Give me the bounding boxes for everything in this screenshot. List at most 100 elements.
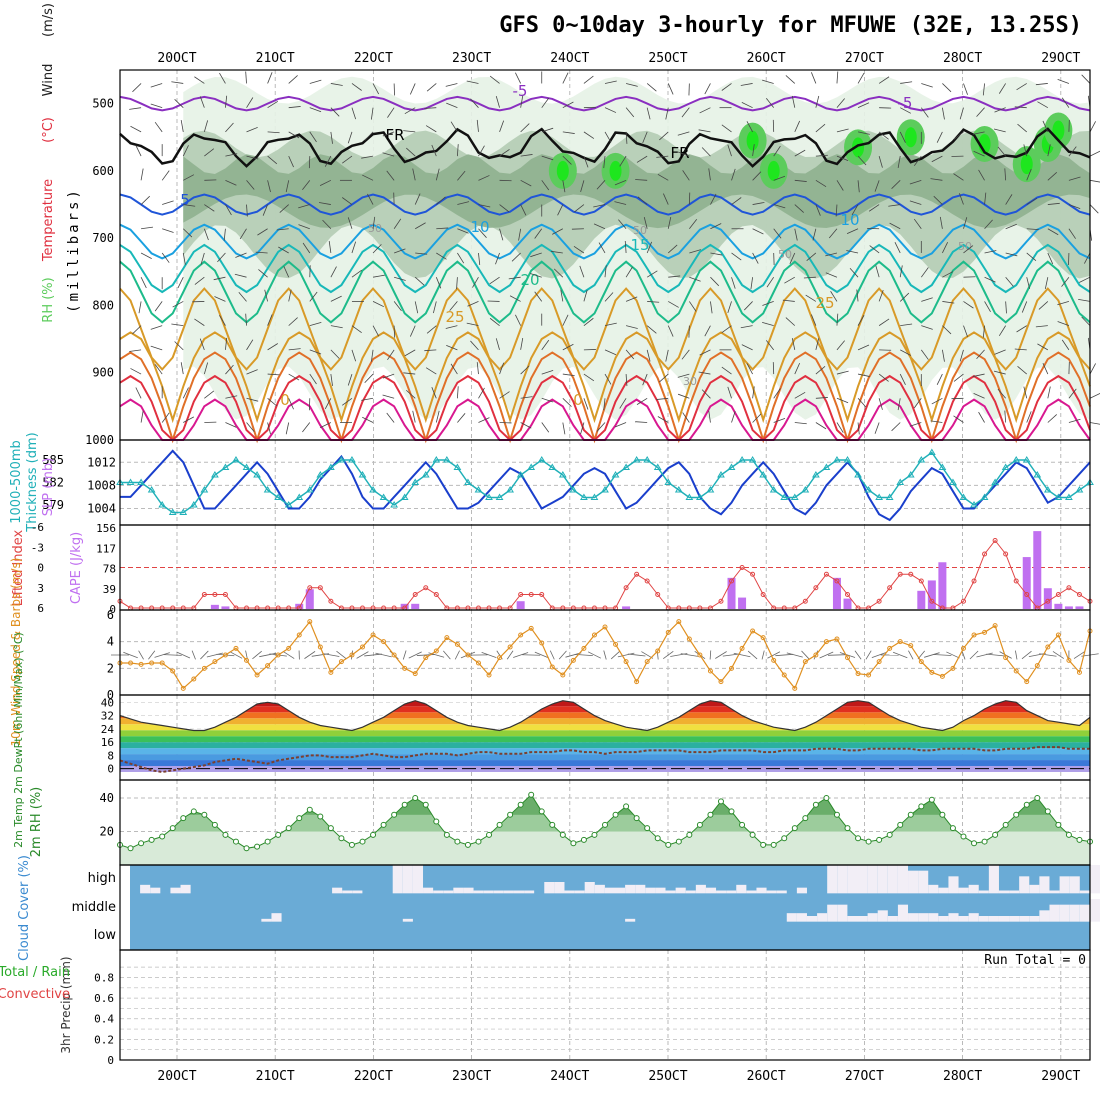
wind-barb — [217, 252, 226, 263]
rh-marker — [981, 838, 988, 845]
cloud-ylabel: Cloud Cover (%) — [17, 855, 32, 961]
wind-barb-10m — [454, 650, 460, 660]
wind-barb — [794, 228, 798, 241]
cloud-bar-middle — [817, 913, 828, 922]
profile-legend-label: Wind — [41, 64, 56, 97]
wind-marker — [423, 655, 429, 661]
wind-barb — [386, 170, 395, 181]
wind-barb — [596, 422, 606, 432]
wind-barb — [659, 373, 669, 383]
wind-barb — [603, 156, 606, 169]
wind-barb — [900, 349, 912, 356]
thickness-marker — [126, 478, 135, 485]
wind-barb — [857, 72, 865, 84]
frame-slp — [119, 439, 1091, 526]
wind-barb — [667, 244, 678, 254]
wind-barb — [489, 75, 500, 84]
slp-ytick: 1004 — [87, 501, 116, 515]
wind-barb — [520, 95, 524, 108]
wind-marker — [676, 619, 682, 625]
thickness-marker — [854, 471, 862, 478]
wind-barb — [963, 83, 968, 95]
thickness-marker — [653, 463, 662, 470]
li-marker — [1045, 598, 1051, 604]
rh-marker — [717, 798, 724, 805]
thickness-marker — [970, 501, 978, 508]
wind-barb — [446, 344, 458, 351]
thickness-marker — [717, 471, 725, 478]
wind-marker — [381, 639, 387, 645]
wind-barb — [984, 250, 997, 254]
rh-marker — [443, 831, 450, 838]
li-marker — [729, 578, 735, 584]
temp-band — [120, 736, 1090, 743]
wind-barb — [982, 325, 985, 338]
wind-barb — [593, 204, 606, 208]
wind-barb — [364, 373, 374, 383]
x-tick-label-bottom: 25OCT — [648, 1069, 687, 1084]
rh-marker — [148, 836, 155, 843]
wind-barb — [762, 301, 774, 306]
wind-barb — [370, 107, 374, 120]
rh-marker — [528, 791, 535, 798]
wind-barb — [1026, 169, 1032, 181]
thickness-marker — [1012, 456, 1021, 463]
temp-band — [120, 760, 1090, 767]
cape-bar — [832, 577, 841, 609]
x-tick-label-bottom: 27OCT — [845, 1069, 884, 1084]
cloud-bar-high — [493, 890, 504, 894]
wind-barb — [562, 180, 566, 193]
wind-barb — [604, 322, 617, 327]
wind-barb — [836, 155, 849, 161]
wind-barb — [552, 228, 564, 235]
thickness-marker — [569, 486, 578, 493]
wind-barb — [478, 252, 481, 265]
wind-marker — [644, 659, 650, 665]
wind-barb — [285, 422, 290, 435]
wind-barb — [997, 388, 1006, 399]
slp-ytick: 1008 — [87, 478, 116, 492]
wind-barb-10m — [786, 652, 803, 658]
thickness-marker — [580, 493, 588, 500]
thickness-marker — [811, 471, 820, 478]
wind-barb — [174, 341, 184, 351]
wind-barb — [258, 269, 268, 278]
wind-barb — [913, 218, 922, 229]
wind-marker — [739, 645, 745, 651]
rh-saturated-blob — [1020, 154, 1033, 175]
wind-barb — [1026, 411, 1032, 423]
cloud-bar-high — [746, 890, 757, 894]
thickness-marker — [516, 471, 525, 478]
wind-barb — [557, 204, 564, 216]
rh-marker — [1023, 801, 1030, 808]
cape-bar — [210, 604, 219, 609]
wind-barb-10m — [336, 650, 347, 660]
wind-marker — [665, 629, 671, 635]
wind-barb — [470, 98, 479, 108]
li-marker — [423, 585, 429, 591]
wind-barb — [708, 410, 711, 423]
wind-barb — [614, 179, 627, 186]
wind-barb — [130, 125, 142, 133]
wind-barb-10m — [908, 650, 914, 660]
wind-barb-10m — [587, 651, 601, 659]
wind-barb — [704, 325, 711, 337]
wind-barb-10m — [715, 651, 727, 659]
cloud-bar-middle — [928, 913, 939, 922]
rh-marker — [211, 821, 218, 828]
wind-marker — [370, 632, 376, 638]
wind-marker — [265, 663, 271, 669]
thickness-marker — [896, 478, 905, 485]
cape-ylabel: CAPE (J/kg) — [69, 532, 84, 604]
slp-thickness-panel — [116, 448, 1094, 522]
cloud-bar-high — [503, 890, 514, 894]
wind-marker — [591, 632, 597, 638]
wind-marker — [760, 635, 766, 641]
wind-barb — [637, 196, 648, 205]
x-tick-label-top: 29OCT — [1041, 51, 1080, 66]
li-ylabel: Lifted Index — [11, 529, 26, 606]
cloud-bar-high — [978, 890, 989, 894]
wind-barb — [246, 397, 259, 402]
wind-barb — [199, 96, 205, 108]
wind-barb — [426, 83, 437, 92]
